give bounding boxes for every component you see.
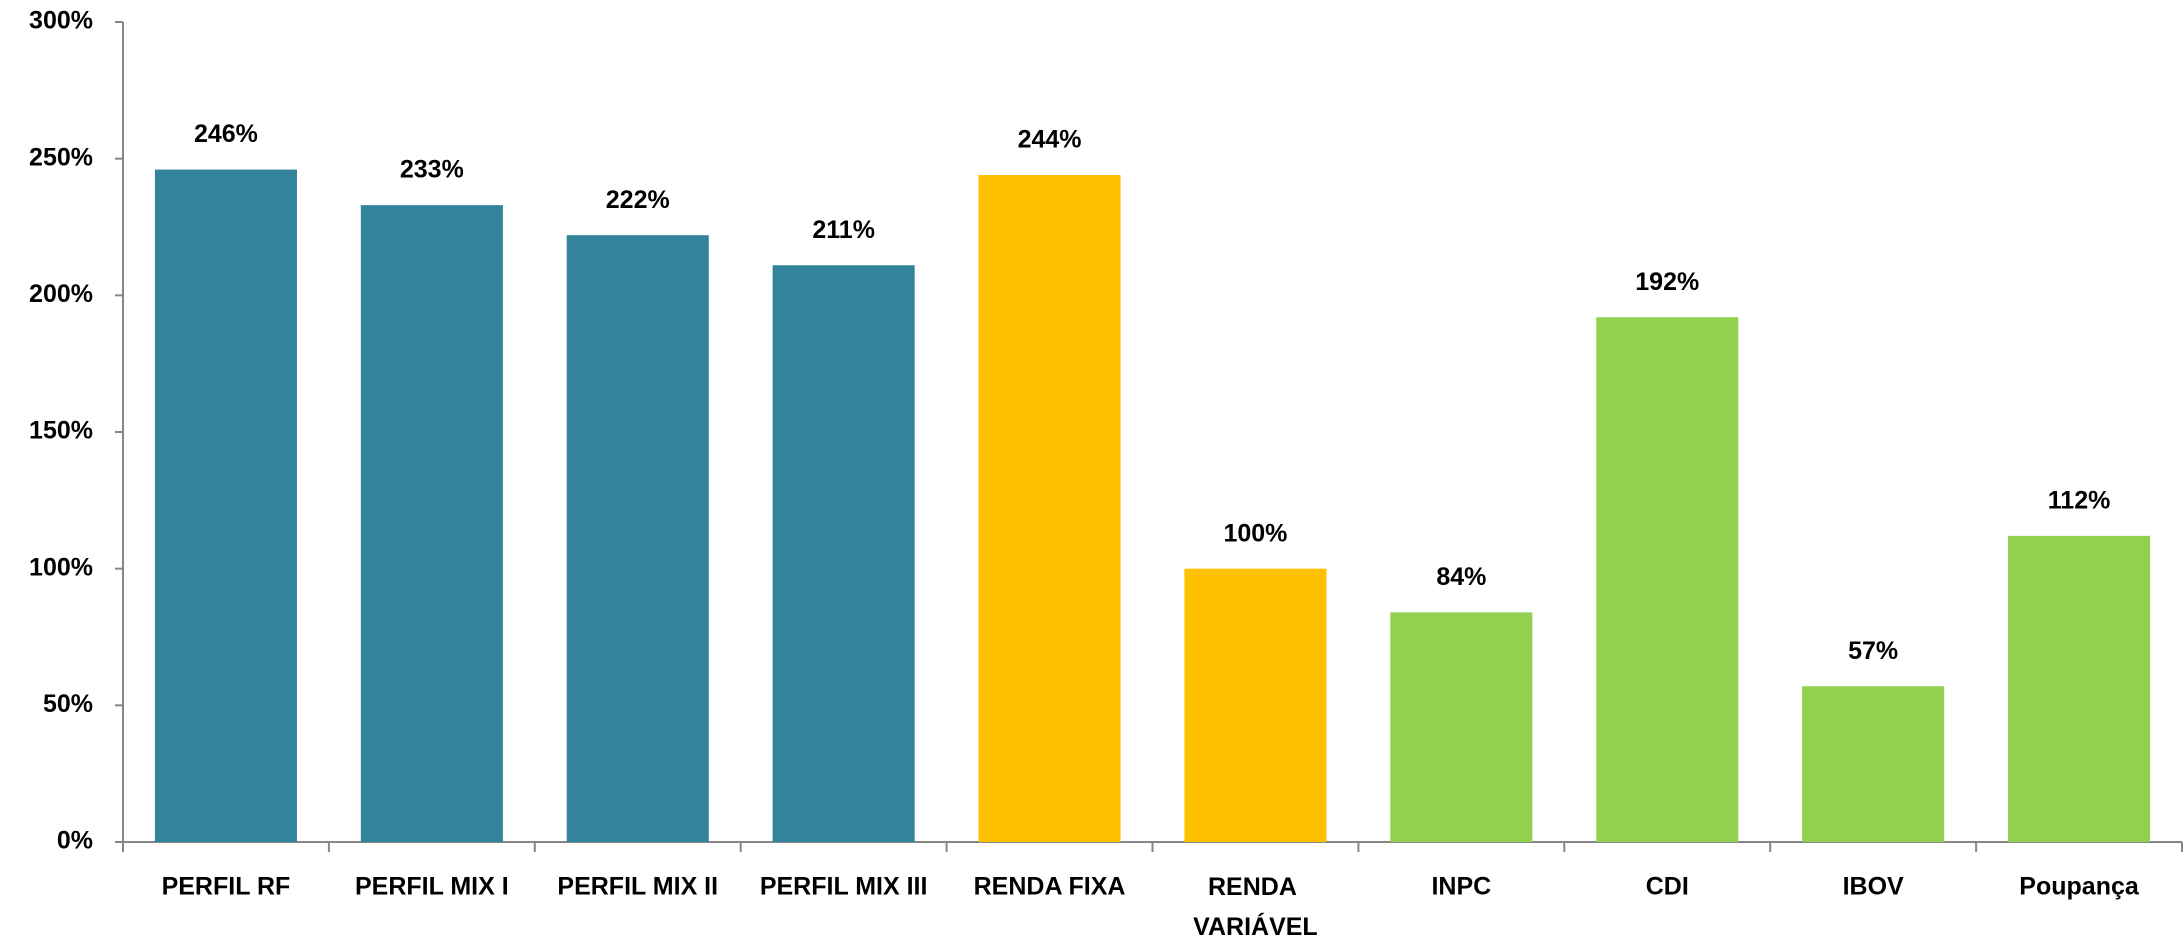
bar xyxy=(772,265,915,842)
x-tick-label: CDI xyxy=(1646,873,1689,901)
value-label: 112% xyxy=(2048,486,2111,514)
value-label: 211% xyxy=(812,216,875,244)
bar xyxy=(1184,568,1327,842)
x-tick-label: RENDA VARIÁVEL xyxy=(1193,873,1318,941)
value-label: 100% xyxy=(1223,519,1287,547)
value-label: 57% xyxy=(1848,637,1898,665)
value-label: 233% xyxy=(400,156,464,184)
y-tick-label: 100% xyxy=(29,553,93,581)
bar xyxy=(1802,686,1945,842)
value-label: 222% xyxy=(606,186,670,214)
bar xyxy=(360,205,503,843)
value-label: 192% xyxy=(1635,268,1699,296)
y-tick-label: 150% xyxy=(29,417,93,445)
value-label: 244% xyxy=(1018,126,1082,154)
y-tick-label: 200% xyxy=(29,280,93,308)
bar xyxy=(566,235,709,842)
y-tick-label: 0% xyxy=(57,827,93,855)
y-tick-label: 250% xyxy=(29,143,93,171)
x-tick-label: PERFIL MIX II xyxy=(557,873,718,901)
x-tick-label: IBOV xyxy=(1843,873,1904,901)
bar xyxy=(1596,317,1739,842)
y-tick-label: 50% xyxy=(43,690,93,718)
x-tick-label: RENDA FIXA xyxy=(974,873,1126,901)
x-tick-label: PERFIL MIX III xyxy=(760,873,928,901)
x-tick-label: INPC xyxy=(1431,873,1491,901)
bar xyxy=(1390,612,1533,842)
x-tick-label: PERFIL RF xyxy=(162,873,291,901)
bar xyxy=(154,169,297,843)
bar xyxy=(978,175,1121,843)
x-tick-label: PERFIL MIX I xyxy=(355,873,509,901)
value-label: 246% xyxy=(194,120,258,148)
bar xyxy=(2008,535,2151,842)
x-tick-label: Poupança xyxy=(2019,873,2140,901)
y-tick-label: 300% xyxy=(29,7,93,35)
value-label: 84% xyxy=(1436,563,1486,591)
